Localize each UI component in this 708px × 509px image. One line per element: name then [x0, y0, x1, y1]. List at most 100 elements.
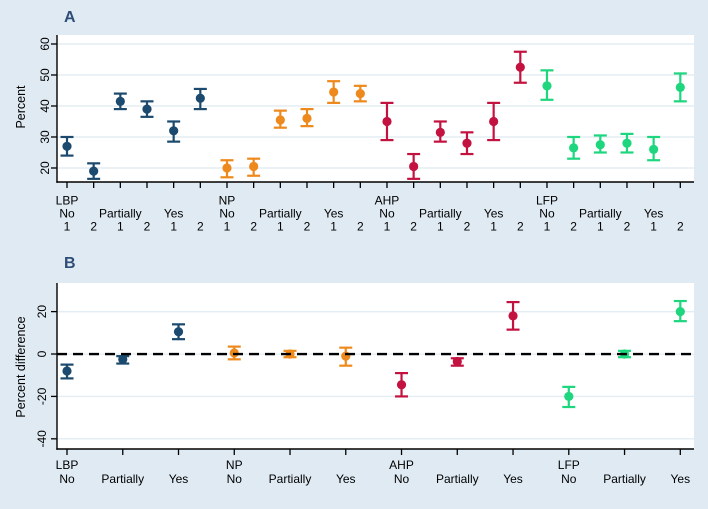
panel-a-point-7-marker	[249, 161, 259, 172]
panel-b-point-8-marker	[508, 311, 518, 321]
y-tick-label--40: -40	[35, 430, 49, 448]
x-group-label: AHP	[375, 194, 400, 208]
panel-a-point-21-marker	[622, 138, 632, 148]
x-tick-label-time: 2	[624, 220, 631, 234]
panel-b-point-2-marker	[173, 327, 184, 337]
panel-b-point-0-marker	[62, 366, 72, 376]
x-category-label: Partially	[419, 207, 462, 221]
x-category-label: No	[394, 472, 410, 486]
panel-a-point-16-marker	[489, 116, 499, 127]
panel-a-point-15-marker	[462, 138, 472, 148]
panel-a-point-13-marker	[409, 161, 419, 172]
x-category-label: No	[539, 207, 555, 221]
x-tick-label-time: 2	[304, 220, 311, 234]
x-tick-label-time: 2	[677, 220, 684, 234]
plot-area-A	[57, 35, 694, 182]
panel-a-point-19-marker	[569, 143, 579, 153]
x-tick-label-time: 2	[144, 220, 151, 234]
x-group-label: LBP	[56, 458, 79, 472]
x-category-label: Yes	[169, 472, 189, 486]
x-category-label: No	[227, 472, 243, 486]
x-group-label: NP	[219, 194, 236, 208]
x-tick-label-time: 2	[517, 220, 524, 234]
panel-b-point-9-marker	[564, 391, 574, 402]
panel-b-letter: B	[64, 255, 76, 272]
x-tick-label-time: 1	[490, 220, 497, 234]
panel-a-point-20-marker	[595, 140, 605, 150]
x-tick-label-time: 1	[224, 220, 231, 234]
panel-a-point-10-marker	[329, 87, 339, 97]
y-tick-label-20: 20	[35, 305, 49, 319]
panel-a-point-8-marker	[275, 115, 285, 125]
x-category-label: Partially	[269, 472, 312, 486]
panel-a-point-4-marker	[169, 126, 179, 136]
x-tick-label-time: 1	[64, 220, 71, 234]
panel-a-point-22-marker	[649, 144, 659, 154]
y-tick-label-0: 0	[35, 350, 49, 357]
x-category-label: Partially	[99, 207, 142, 221]
x-group-label: LBP	[56, 194, 79, 208]
x-category-label: Partially	[579, 207, 622, 221]
panel-a-point-12-marker	[382, 116, 392, 127]
y-tick-label-30: 30	[38, 130, 52, 144]
x-tick-label-time: 1	[384, 220, 391, 234]
panel-a-point-3-marker	[142, 104, 152, 114]
x-tick-label-time: 2	[570, 220, 577, 234]
x-tick-label-time: 2	[250, 220, 257, 234]
x-tick-label-time: 1	[330, 220, 337, 234]
y-tick-label-20: 20	[38, 161, 52, 175]
x-group-label: AHP	[389, 458, 414, 472]
x-category-label: Yes	[671, 472, 691, 486]
panel-b-y-axis-title: Percent difference	[14, 316, 28, 418]
x-tick-label-time: 1	[597, 220, 604, 234]
x-tick-label-time: 2	[464, 220, 471, 234]
panel-a-point-18-marker	[542, 81, 552, 91]
panel-a-point-9-marker	[302, 113, 312, 123]
x-tick-label-time: 1	[170, 220, 177, 234]
x-category-label: No	[379, 207, 395, 221]
x-category-label: Partially	[603, 472, 646, 486]
x-category-label: No	[561, 472, 577, 486]
x-tick-label-time: 2	[197, 220, 204, 234]
x-category-label: Yes	[503, 472, 523, 486]
panel-a-point-11-marker	[355, 88, 365, 99]
x-tick-label-time: 2	[410, 220, 417, 234]
panel-a-point-6-marker	[222, 163, 232, 173]
y-tick-label-60: 60	[38, 37, 52, 51]
x-category-label: Yes	[324, 207, 344, 221]
plot-area-B	[57, 283, 694, 449]
x-category-label: No	[219, 207, 235, 221]
x-category-label: Yes	[336, 472, 356, 486]
x-category-label: Yes	[484, 207, 504, 221]
panel-b-point-7-marker	[452, 356, 462, 367]
x-tick-label-time: 1	[117, 220, 124, 234]
panel-a-point-0-marker	[62, 141, 72, 151]
y-tick-label-50: 50	[38, 68, 52, 82]
x-category-label: Yes	[164, 207, 184, 221]
panel-a-letter: A	[64, 9, 76, 26]
panel-a-y-axis-title: Percent	[14, 85, 28, 129]
panel-a-point-1-marker	[89, 166, 99, 176]
panel-a-point-14-marker	[435, 127, 445, 137]
x-category-label: No	[59, 207, 75, 221]
x-category-label: Partially	[101, 472, 144, 486]
panel-a-point-5-marker	[195, 93, 205, 103]
x-tick-label-time: 1	[544, 220, 551, 234]
x-category-label: Partially	[436, 472, 479, 486]
panel-a-point-17-marker	[515, 62, 525, 72]
x-tick-label-time: 2	[90, 220, 97, 234]
y-tick-label-40: 40	[38, 99, 52, 113]
x-group-label: LFP	[558, 458, 580, 472]
panel-b-point-11-marker	[675, 307, 685, 317]
x-tick-label-time: 1	[277, 220, 284, 234]
panel-a-point-2-marker	[115, 96, 125, 106]
x-category-label: Partially	[259, 207, 302, 221]
panel-b-point-6-marker	[396, 380, 407, 390]
y-tick-label--20: -20	[35, 387, 49, 405]
x-tick-label-time: 2	[357, 220, 364, 234]
x-category-label: No	[59, 472, 75, 486]
x-tick-label-time: 1	[437, 220, 444, 234]
panel-b-point-1-marker	[118, 354, 128, 364]
